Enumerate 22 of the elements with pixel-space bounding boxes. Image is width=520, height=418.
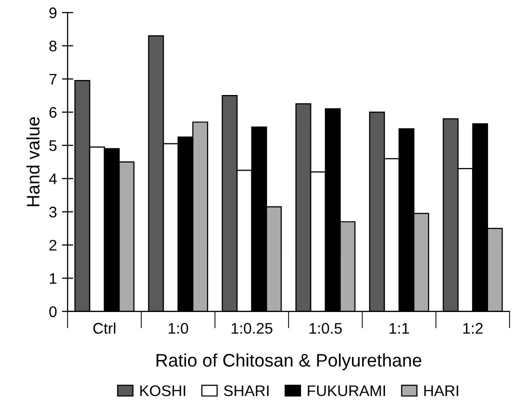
- x-tick-label: 1:1: [390, 323, 409, 334]
- x-tick-label: 1:0: [168, 322, 188, 334]
- x-tick-label: Ctrl: [93, 322, 116, 334]
- y-tick-label: 4: [49, 174, 57, 184]
- legend-label: FUKURAMI: [308, 385, 385, 396]
- y-tick-label: 5: [49, 140, 57, 152]
- legend-label: SHARI: [224, 385, 269, 396]
- x-tick-label: 1:0.5: [310, 322, 342, 334]
- legend-label: KOSHI: [140, 385, 186, 396]
- y-tick-label: 7: [49, 74, 56, 84]
- legend-label: HARI: [424, 385, 458, 396]
- y-tick-label: 0: [49, 306, 57, 318]
- x-tick-label: 1:2: [463, 322, 483, 334]
- y-tick-label: 9: [49, 7, 56, 18]
- y-axis-title: Hand value: [26, 117, 40, 206]
- x-axis-title: Ratio of Chitosan & Polyurethane: [156, 353, 422, 370]
- y-tick-label: 3: [49, 206, 57, 218]
- y-tick-label: 1: [50, 273, 56, 284]
- y-tick-label: 2: [49, 240, 56, 251]
- x-tick-label: 1:0.25: [232, 322, 272, 334]
- y-tick-label: 6: [49, 107, 57, 118]
- y-tick-label: 8: [49, 40, 57, 52]
